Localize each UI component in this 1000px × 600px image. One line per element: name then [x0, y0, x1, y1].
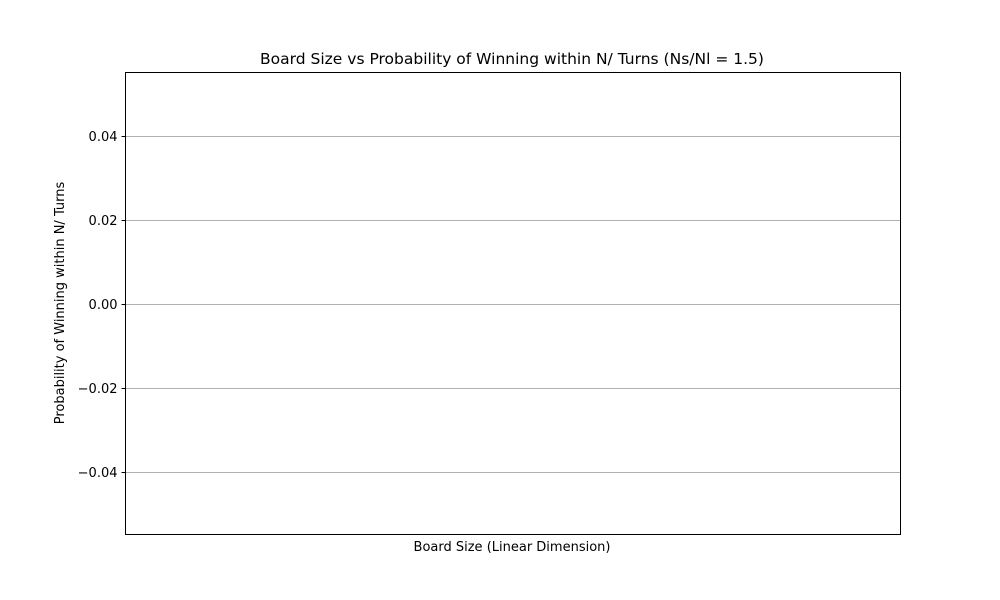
y-tick-label: 0.00 — [89, 298, 118, 313]
y-axis-label: Probability of Winning within N/ Turns — [53, 182, 68, 425]
plot-area — [125, 72, 901, 535]
gridlines — [125, 136, 901, 473]
y-tick-label: 0.04 — [89, 130, 118, 145]
x-axis-label: Board Size (Linear Dimension) — [414, 540, 611, 555]
y-axis-ticks: −0.04 −0.02 0.00 0.02 0.04 — [78, 130, 126, 481]
y-tick-label: 0.02 — [89, 214, 118, 229]
chart-title: Board Size vs Probability of Winning wit… — [260, 50, 764, 68]
y-tick-label: −0.04 — [78, 466, 118, 481]
y-tick-label: −0.02 — [78, 382, 118, 397]
